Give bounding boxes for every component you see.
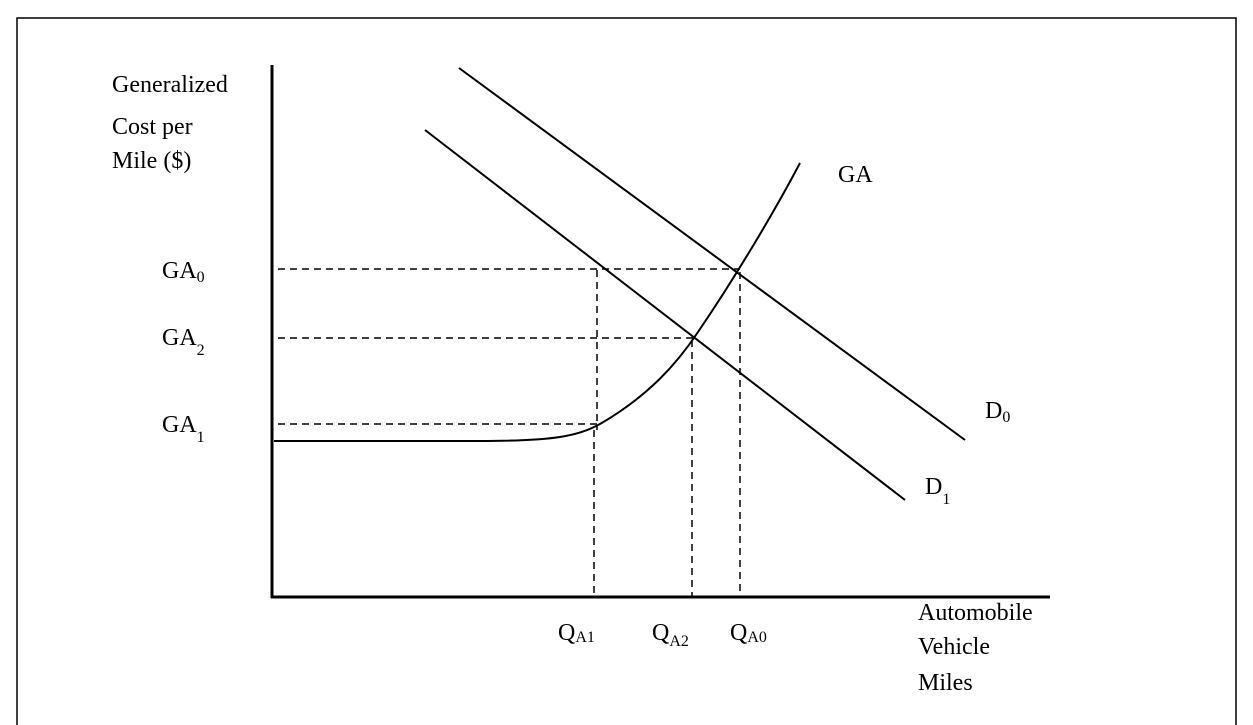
demand-curve-0: [458, 67, 966, 441]
quantity-label: QA2: [652, 620, 689, 650]
cost-level-label: GA0: [162, 258, 205, 286]
label-base: D: [925, 474, 942, 500]
label-base: Q: [652, 620, 669, 646]
demand-curve-1: [424, 129, 906, 501]
label-sub: A1: [575, 629, 595, 646]
curve-label: D0: [985, 398, 1010, 426]
cost-level-label: GA2: [162, 325, 205, 359]
label-sub: 2: [197, 342, 205, 359]
y-axis-label: Mile ($): [112, 148, 191, 174]
y-axis-label: Cost per: [112, 114, 193, 140]
curve-label: GA: [838, 162, 873, 188]
label-sub: A2: [669, 633, 689, 650]
x-axis-label: Miles: [918, 670, 973, 696]
label-base: GA: [162, 412, 197, 438]
label-sub: A0: [747, 629, 767, 646]
label-base: GA: [162, 325, 197, 351]
x-axis-label: Vehicle: [918, 634, 990, 660]
label-base: Q: [730, 620, 747, 646]
ga-curve: [274, 162, 801, 442]
label-base: Q: [558, 620, 575, 646]
label-sub: 0: [1002, 409, 1010, 426]
label-base: GA: [162, 258, 197, 284]
quantity-label: QA0: [730, 620, 767, 646]
x-axis-label: Automobile: [918, 600, 1033, 626]
y-axis-label: Generalized: [112, 72, 228, 98]
label-sub: 0: [197, 269, 205, 286]
label-base: D: [985, 398, 1002, 424]
label-sub: 1: [197, 429, 205, 446]
frame: [16, 17, 1237, 725]
quantity-label: QA1: [558, 620, 595, 646]
label-sub: 1: [942, 491, 950, 508]
cost-level-label: GA1: [162, 412, 205, 446]
curve-label: D1: [925, 474, 950, 508]
